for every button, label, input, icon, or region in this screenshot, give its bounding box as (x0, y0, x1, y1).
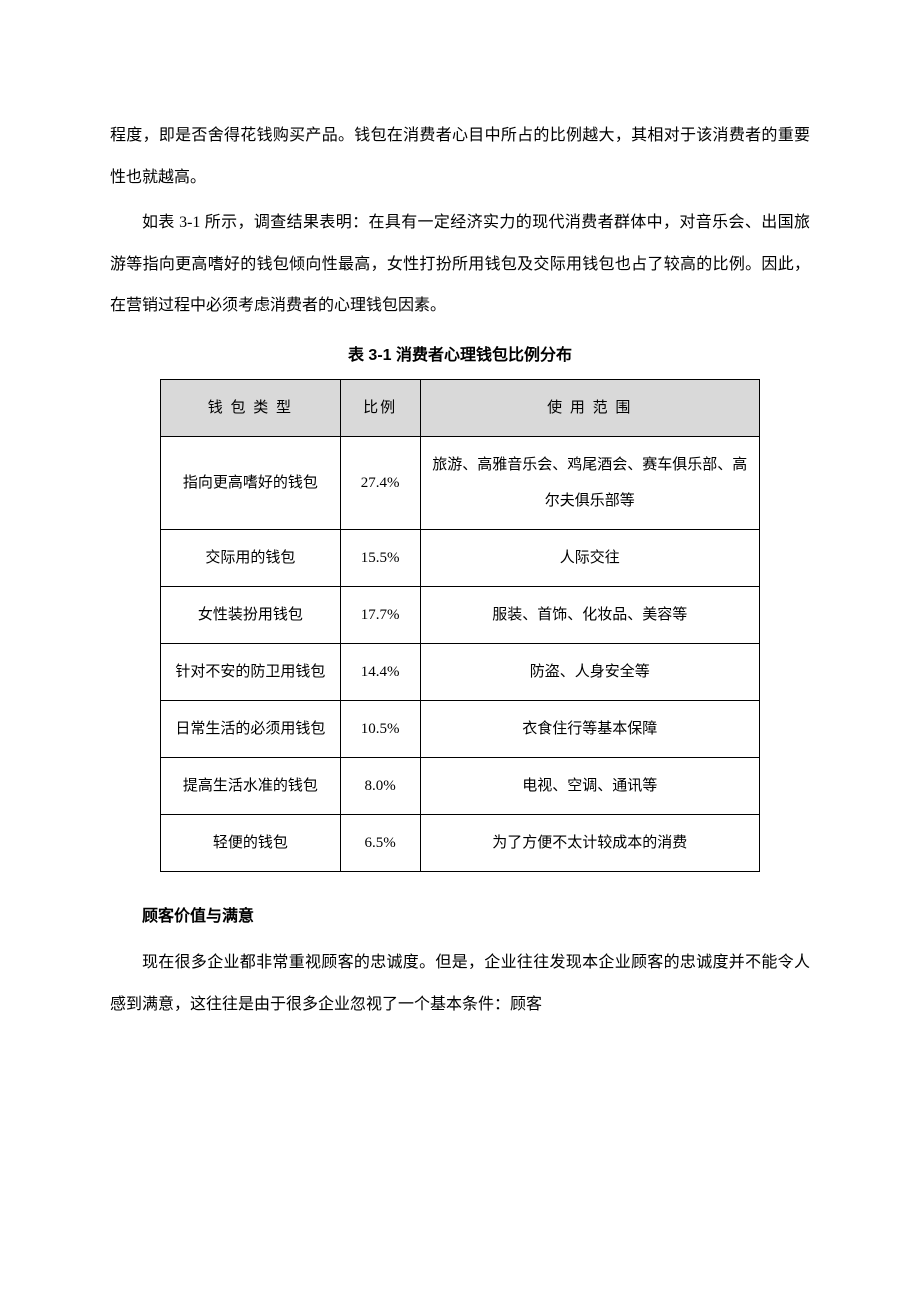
table-row: 交际用的钱包15.5%人际交往 (161, 529, 760, 586)
table-cell-usage: 人际交往 (420, 529, 759, 586)
table-cell-type: 提高生活水准的钱包 (161, 757, 341, 814)
table-header-type: 钱 包 类 型 (161, 379, 341, 436)
table-row: 提高生活水准的钱包8.0%电视、空调、通讯等 (161, 757, 760, 814)
table-cell-usage: 旅游、高雅音乐会、鸡尾酒会、赛车俱乐部、高尔夫俱乐部等 (420, 436, 759, 529)
table-cell-type: 指向更高嗜好的钱包 (161, 436, 341, 529)
table-row: 女性装扮用钱包17.7%服装、首饰、化妆品、美容等 (161, 586, 760, 643)
body-paragraph-2: 如表 3-1 所示，调查结果表明：在具有一定经济实力的现代消费者群体中，对音乐会… (110, 202, 810, 327)
table-cell-ratio: 15.5% (340, 529, 420, 586)
table-cell-usage: 电视、空调、通讯等 (420, 757, 759, 814)
table-caption: 表 3-1 消费者心理钱包比例分布 (110, 341, 810, 365)
table-cell-ratio: 14.4% (340, 643, 420, 700)
table-cell-usage: 服装、首饰、化妆品、美容等 (420, 586, 759, 643)
table-cell-ratio: 17.7% (340, 586, 420, 643)
table-cell-usage: 防盗、人身安全等 (420, 643, 759, 700)
wallet-distribution-table: 钱 包 类 型 比例 使 用 范 围 指向更高嗜好的钱包27.4%旅游、高雅音乐… (160, 379, 760, 872)
table-row: 轻便的钱包6.5%为了方便不太计较成本的消费 (161, 814, 760, 871)
table-cell-type: 交际用的钱包 (161, 529, 341, 586)
section-heading: 顾客价值与满意 (110, 902, 810, 926)
table-row: 指向更高嗜好的钱包27.4%旅游、高雅音乐会、鸡尾酒会、赛车俱乐部、高尔夫俱乐部… (161, 436, 760, 529)
table-row: 日常生活的必须用钱包10.5%衣食住行等基本保障 (161, 700, 760, 757)
table-cell-usage: 为了方便不太计较成本的消费 (420, 814, 759, 871)
table-row: 针对不安的防卫用钱包14.4%防盗、人身安全等 (161, 643, 760, 700)
table-cell-type: 日常生活的必须用钱包 (161, 700, 341, 757)
table-cell-usage: 衣食住行等基本保障 (420, 700, 759, 757)
table-header-usage: 使 用 范 围 (420, 379, 759, 436)
table-cell-type: 轻便的钱包 (161, 814, 341, 871)
table-cell-type: 针对不安的防卫用钱包 (161, 643, 341, 700)
table-body: 指向更高嗜好的钱包27.4%旅游、高雅音乐会、鸡尾酒会、赛车俱乐部、高尔夫俱乐部… (161, 436, 760, 871)
table-cell-ratio: 6.5% (340, 814, 420, 871)
table-cell-type: 女性装扮用钱包 (161, 586, 341, 643)
body-paragraph-3: 现在很多企业都非常重视顾客的忠诚度。但是，企业往往发现本企业顾客的忠诚度并不能令… (110, 942, 810, 1025)
body-paragraph-1: 程度，即是否舍得花钱购买产品。钱包在消费者心目中所占的比例越大，其相对于该消费者… (110, 115, 810, 198)
table-cell-ratio: 10.5% (340, 700, 420, 757)
table-header-row: 钱 包 类 型 比例 使 用 范 围 (161, 379, 760, 436)
table-cell-ratio: 8.0% (340, 757, 420, 814)
table-cell-ratio: 27.4% (340, 436, 420, 529)
table-header-ratio: 比例 (340, 379, 420, 436)
